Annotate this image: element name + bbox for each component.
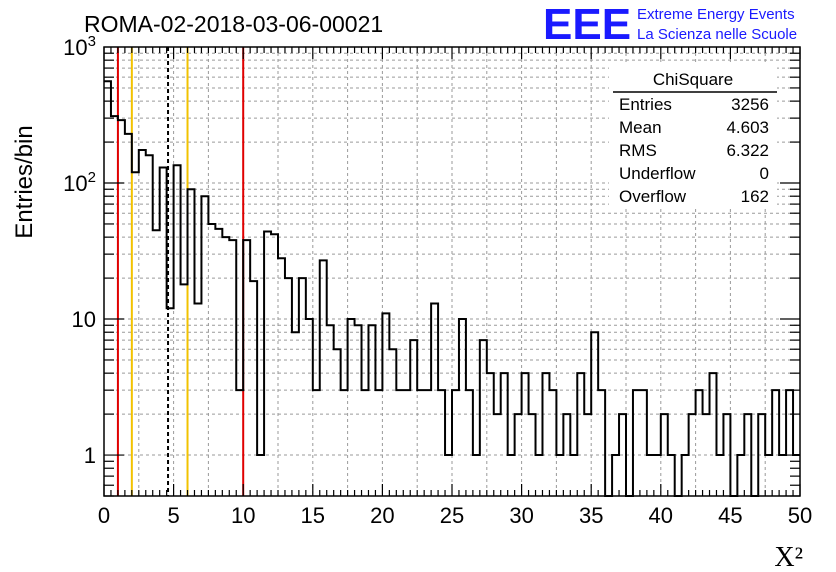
x-tick-label: 5 bbox=[167, 503, 179, 528]
stats-value: 4.603 bbox=[726, 118, 769, 137]
stats-box-title: ChiSquare bbox=[653, 70, 733, 89]
y-tick-label: 10 bbox=[72, 307, 96, 332]
stats-value: 0 bbox=[760, 164, 769, 183]
x-tick-labels: 0 5 10 15 20 25 30 35 40 45 50 bbox=[98, 503, 812, 528]
x-tick-label: 15 bbox=[301, 503, 325, 528]
stats-box-rows: Entries 3256 Mean 4.603 RMS 6.322 Underflow 0 Ov… bbox=[619, 95, 769, 206]
stats-value: 6.322 bbox=[726, 141, 769, 160]
y-tick-label: 103 bbox=[63, 33, 96, 60]
y-tick-label: 102 bbox=[63, 169, 96, 196]
eee-logo: EEE Extreme Energy Events La Scienza nel… bbox=[543, 0, 797, 49]
x-tick-label: 30 bbox=[509, 503, 533, 528]
x-axis-label: X² bbox=[774, 542, 803, 572]
stats-box: ChiSquare Entries 3256 Mean 4.603 RMS 6.322 Un… bbox=[609, 64, 777, 206]
logo-line-2: La Scienza nelle Scuole bbox=[637, 26, 797, 43]
stats-label: Mean bbox=[619, 118, 662, 137]
x-tick-label: 35 bbox=[579, 503, 603, 528]
stats-value: 162 bbox=[741, 187, 769, 206]
y-axis-label: Entries/bin bbox=[11, 125, 38, 238]
x-tick-label: 10 bbox=[231, 503, 255, 528]
histogram-series bbox=[104, 80, 800, 497]
y-tick-labels: 1 10 102 103 bbox=[63, 33, 96, 468]
y-tick-label: 1 bbox=[84, 443, 96, 468]
stats-box-background bbox=[609, 64, 777, 206]
axis-ticks bbox=[103, 47, 801, 497]
x-tick-label: 25 bbox=[440, 503, 464, 528]
logo-mark: EEE bbox=[543, 0, 631, 49]
x-tick-label: 0 bbox=[98, 503, 110, 528]
x-tick-label: 40 bbox=[649, 503, 673, 528]
stats-label: Underflow bbox=[619, 164, 696, 183]
chart-title: ROMA-02-2018-03-06-00021 bbox=[84, 11, 383, 37]
stats-label: RMS bbox=[619, 141, 657, 160]
x-tick-label: 45 bbox=[718, 503, 742, 528]
x-tick-label: 20 bbox=[370, 503, 394, 528]
grid-lines bbox=[104, 47, 800, 496]
stats-value: 3256 bbox=[731, 95, 769, 114]
x-tick-label: 50 bbox=[788, 503, 812, 528]
stats-label: Overflow bbox=[619, 187, 687, 206]
logo-line-1: Extreme Energy Events bbox=[637, 6, 795, 23]
stats-label: Entries bbox=[619, 95, 672, 114]
